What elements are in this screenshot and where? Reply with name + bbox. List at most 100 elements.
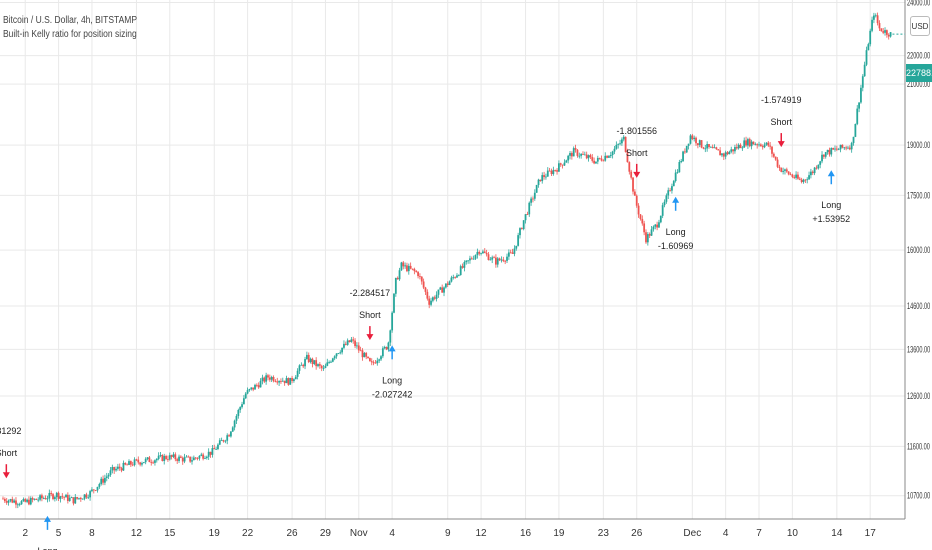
last-price-badge: 22788.75 [906, 64, 932, 82]
candle-body [322, 368, 325, 369]
candle-body [532, 198, 534, 200]
candle-body [798, 178, 801, 180]
candle-body [9, 499, 12, 501]
candle-body [583, 154, 586, 156]
candle-body [602, 160, 605, 162]
x-tick-label: 9 [445, 528, 451, 539]
candle-body [378, 359, 381, 361]
candle-body [754, 144, 757, 146]
x-tick-label: 7 [756, 528, 762, 539]
candle-body [168, 455, 171, 460]
candle-body [317, 364, 319, 367]
candle-body [228, 435, 230, 437]
candle-body [821, 154, 823, 162]
candle-body [819, 161, 822, 165]
candle-body [650, 229, 653, 236]
candle-body [139, 462, 142, 465]
candle-body [48, 492, 51, 499]
candle-body [235, 415, 238, 421]
candle-body [465, 260, 468, 263]
candle-body [439, 287, 442, 290]
long-arrowhead-icon [672, 196, 680, 203]
candle-body [817, 164, 820, 169]
candle-body [148, 457, 151, 463]
candle-body [59, 496, 62, 499]
candle-body [137, 459, 140, 463]
candle-body [50, 492, 53, 495]
candle-body [513, 248, 516, 254]
candle-body [793, 176, 796, 178]
candle-body [337, 353, 340, 355]
candle-body [491, 257, 494, 260]
candle-body [79, 497, 82, 499]
candle-body [352, 339, 355, 341]
candle-body [776, 159, 779, 167]
candle-body [689, 135, 692, 144]
candle-body [259, 380, 262, 388]
candle-body [878, 23, 881, 29]
candle-body [365, 352, 368, 357]
candle-body [296, 370, 299, 377]
candle-body [237, 409, 240, 416]
candle-body [254, 384, 256, 390]
currency-button[interactable]: USD [910, 16, 930, 36]
candle-body [218, 440, 221, 445]
candle-body [652, 226, 655, 230]
candle-body [278, 381, 280, 383]
candle-body [519, 228, 521, 236]
candle-body [68, 497, 71, 501]
candle-body [822, 154, 825, 157]
candle-body [96, 486, 99, 491]
candle-body [65, 494, 67, 498]
short-signal-value: -1.801556 [616, 126, 657, 136]
candle-body [637, 205, 640, 215]
candle-body [698, 140, 701, 146]
candle-body [589, 155, 592, 158]
candle-body [457, 275, 460, 276]
candle-body [226, 435, 229, 441]
candle-body [298, 365, 301, 371]
candle-body [150, 462, 153, 463]
candle-body [313, 360, 316, 365]
candle-body [741, 147, 744, 149]
candle-body [806, 179, 809, 181]
candle-body [118, 466, 121, 469]
candle-body [376, 360, 379, 364]
candle-body [450, 277, 453, 282]
candle-body [546, 170, 549, 177]
x-tick-label: 19 [553, 528, 565, 539]
candle-body [124, 462, 127, 465]
candle-body [791, 174, 794, 177]
candle-body [255, 384, 258, 386]
candle-body [270, 376, 273, 380]
candle-body [850, 143, 853, 150]
candle-body [632, 177, 634, 192]
x-tick-label: 19 [209, 528, 221, 539]
candle-body [141, 463, 143, 465]
candle-body [528, 202, 531, 215]
candle-body [191, 460, 193, 462]
candle-body [335, 353, 338, 357]
long-arrowhead-icon [43, 515, 51, 522]
candle-body [695, 137, 697, 144]
candle-body [185, 456, 188, 458]
candle-body [558, 163, 560, 172]
candle-body [22, 499, 25, 502]
x-tick-label: 26 [287, 528, 299, 539]
candle-body [85, 494, 88, 498]
candle-body [142, 462, 145, 464]
candle-body [780, 167, 783, 172]
candle-body [626, 151, 629, 163]
candle-body [396, 277, 399, 280]
candle-body [400, 262, 403, 271]
candle-body [217, 444, 219, 450]
candle-body [478, 251, 481, 254]
candle-body [619, 143, 621, 145]
candle-body [469, 258, 471, 261]
candle-body [272, 376, 275, 382]
candle-body [717, 149, 720, 151]
candle-body [617, 144, 620, 145]
candle-body [565, 160, 568, 163]
candle-body [559, 163, 562, 165]
